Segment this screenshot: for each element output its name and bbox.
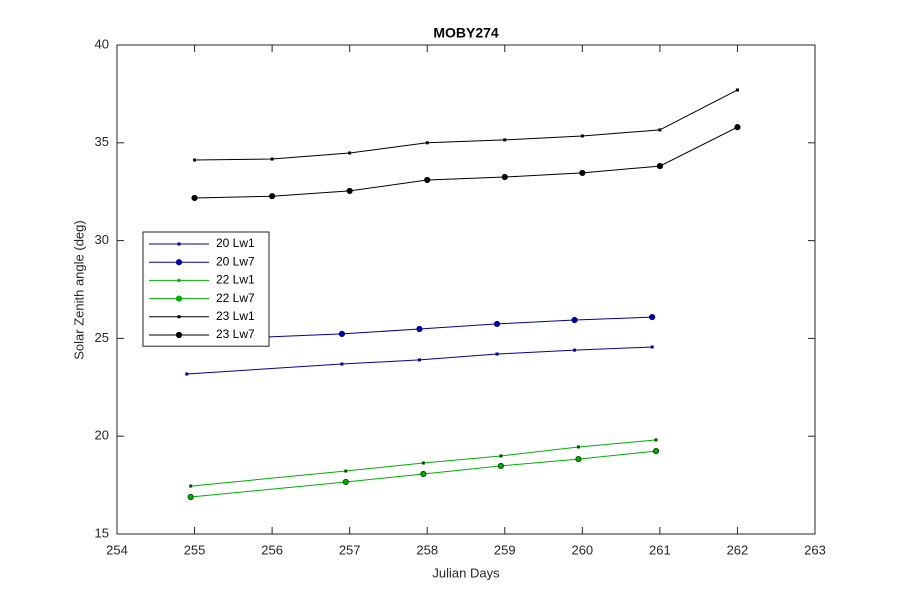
legend-marker bbox=[177, 315, 181, 319]
marker bbox=[338, 330, 346, 338]
marker bbox=[269, 193, 276, 200]
marker bbox=[656, 162, 663, 170]
marker bbox=[576, 445, 580, 449]
x-tick-label: 262 bbox=[727, 542, 749, 557]
marker bbox=[421, 461, 425, 465]
legend-label: 20 Lw7 bbox=[216, 254, 255, 268]
legend-marker bbox=[177, 242, 181, 246]
legend-label: 23 Lw7 bbox=[216, 327, 255, 341]
marker bbox=[185, 372, 189, 376]
x-tick-label: 257 bbox=[339, 542, 361, 557]
marker bbox=[650, 345, 654, 349]
legend-label: 20 Lw1 bbox=[216, 236, 255, 250]
legend-marker bbox=[175, 331, 183, 339]
chart-title: MOBY274 bbox=[433, 25, 499, 41]
x-tick-label: 260 bbox=[571, 542, 593, 557]
marker bbox=[501, 173, 508, 181]
marker bbox=[416, 325, 423, 333]
x-tick-label: 258 bbox=[416, 542, 438, 557]
marker bbox=[348, 151, 352, 155]
x-tick-label: 254 bbox=[106, 542, 128, 557]
marker bbox=[654, 438, 658, 442]
marker bbox=[270, 157, 274, 161]
marker bbox=[658, 128, 662, 132]
series-line bbox=[190, 439, 657, 487]
x-tick-label: 255 bbox=[184, 542, 206, 557]
x-tick-label: 263 bbox=[804, 542, 826, 557]
marker bbox=[193, 158, 197, 162]
y-tick-label: 35 bbox=[95, 134, 109, 149]
x-tick-label: 256 bbox=[261, 542, 283, 557]
marker bbox=[649, 313, 656, 321]
marker bbox=[420, 470, 427, 478]
legend-label: 22 Lw1 bbox=[216, 273, 255, 287]
marker bbox=[191, 194, 198, 202]
x-axis-label: Julian Days bbox=[432, 565, 500, 580]
y-tick-label: 40 bbox=[95, 36, 109, 51]
legend-label: 22 Lw7 bbox=[216, 291, 255, 305]
marker bbox=[346, 187, 353, 195]
marker bbox=[495, 352, 499, 356]
marker bbox=[579, 169, 586, 177]
legend-marker bbox=[177, 278, 181, 282]
axes-box bbox=[116, 44, 816, 535]
y-tick-label: 15 bbox=[95, 525, 109, 540]
marker bbox=[573, 348, 577, 352]
marker bbox=[340, 362, 344, 366]
marker bbox=[417, 358, 421, 362]
y-tick-label: 25 bbox=[95, 330, 109, 345]
legend-marker bbox=[175, 295, 183, 302]
series-line bbox=[194, 126, 738, 199]
series-line bbox=[194, 89, 738, 161]
legend-box bbox=[142, 231, 270, 347]
marker bbox=[580, 134, 584, 138]
legend: 20 Lw1 20 Lw7 22 Lw1 22 Lw7 23 Lw1 23 Lw7 bbox=[142, 231, 270, 347]
marker bbox=[575, 455, 582, 463]
marker bbox=[734, 124, 741, 131]
marker bbox=[735, 88, 739, 92]
y-tick-label: 20 bbox=[95, 428, 109, 443]
marker bbox=[499, 454, 503, 458]
y-axis-label: Solar Zenith angle (deg) bbox=[71, 220, 86, 359]
marker bbox=[493, 320, 501, 328]
marker bbox=[187, 493, 194, 501]
marker bbox=[342, 478, 349, 486]
series-line bbox=[186, 346, 653, 375]
marker bbox=[503, 138, 507, 142]
x-tick-label: 259 bbox=[494, 542, 516, 557]
marker bbox=[571, 316, 578, 324]
legend-label: 23 Lw1 bbox=[216, 309, 255, 323]
marker bbox=[497, 462, 504, 470]
series-line bbox=[186, 316, 653, 341]
legend-marker bbox=[175, 259, 183, 266]
marker bbox=[189, 484, 193, 488]
marker bbox=[652, 447, 660, 455]
x-tick-label: 261 bbox=[649, 542, 671, 557]
marker bbox=[344, 469, 348, 473]
marker bbox=[424, 176, 431, 184]
y-tick-label: 30 bbox=[95, 232, 109, 247]
series-line bbox=[190, 450, 657, 498]
marker bbox=[425, 141, 429, 145]
